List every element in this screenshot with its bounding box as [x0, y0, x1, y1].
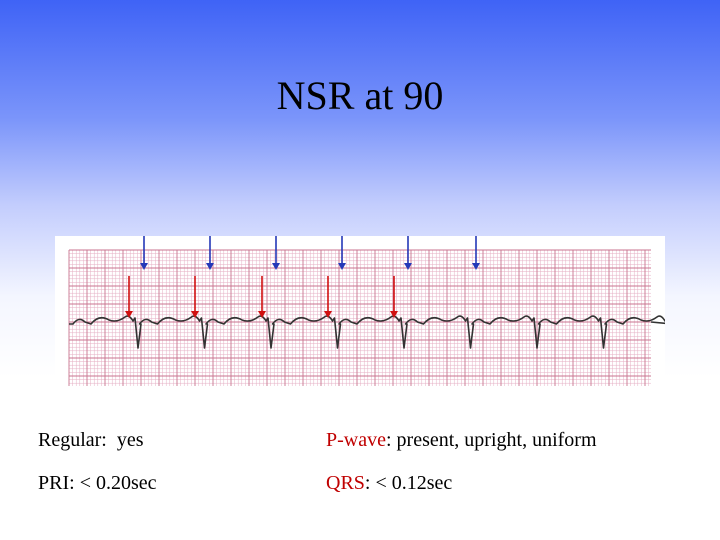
ecg-trace: [69, 315, 665, 349]
pri-label: PRI:: [38, 472, 75, 494]
regular-field: Regular: yes: [38, 425, 144, 455]
p-wave-field: P-wave: present, upright, uniform: [326, 425, 597, 455]
info-row-2: PRI: < 0.20sec QRS: < 0.12sec: [0, 468, 720, 498]
ecg-grid-minor: [69, 250, 651, 386]
pri-field: PRI: < 0.20sec: [38, 468, 157, 498]
p-wave-label: P-wave: [326, 429, 386, 451]
qrs-label: QRS: [326, 472, 365, 494]
regular-label: Regular:: [38, 429, 107, 451]
slide-title: NSR at 90: [276, 73, 444, 118]
pri-value: < 0.20sec: [79, 472, 157, 494]
qrs-value: : < 0.12sec: [364, 472, 453, 494]
regular-value: yes: [116, 429, 144, 451]
qrs-field: QRS: < 0.12sec: [326, 468, 452, 498]
ecg-grid-and-trace: [68, 249, 665, 386]
p-wave-value: : present, upright, uniform: [385, 429, 597, 451]
ecg-strip: [55, 236, 665, 399]
info-row-1: Regular: yes P-wave: present, upright, u…: [0, 425, 720, 455]
